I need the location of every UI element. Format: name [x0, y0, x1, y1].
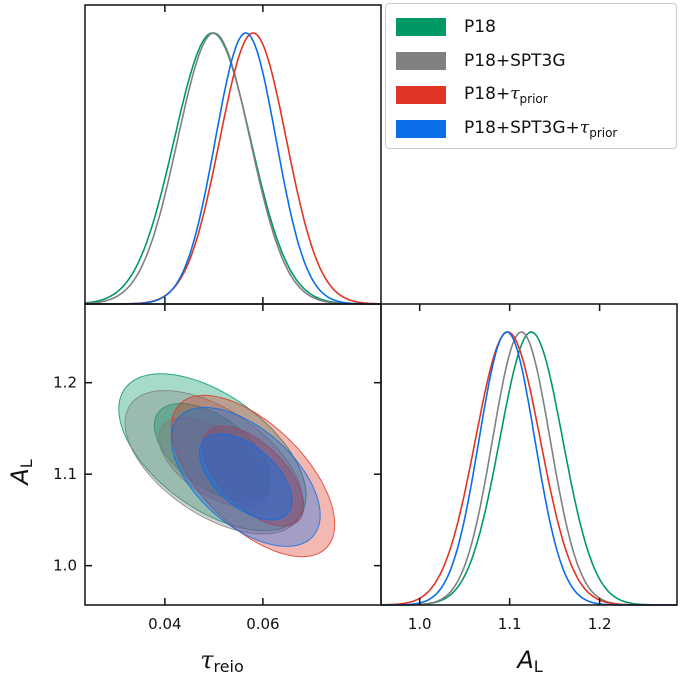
contour-95-2 [170, 394, 336, 558]
curve-tau-2 [85, 32, 381, 305]
legend-entry-p18-tau-prior: P18+τprior [396, 78, 676, 112]
panel-AL-1d: 1.0 1.1 1.2 [380, 303, 678, 633]
curve-tau-1 [84, 32, 381, 305]
y-tick-label: 1.2 [53, 374, 77, 392]
contour-68-3 [199, 433, 293, 521]
x-tick-label: 1.0 [408, 615, 432, 633]
panel-tau-1d [84, 4, 382, 305]
legend-entry-p18: P18 [396, 10, 676, 44]
x-axis-label-AL: AL [515, 646, 542, 676]
legend-label: P18 [464, 17, 496, 37]
curve-AL-1 [381, 331, 677, 606]
curve-tau-3 [85, 32, 381, 305]
panel-tau-AL-2d: 0.04 0.06 1.0 1.1 1.2 [53, 303, 382, 633]
legend-label: P18+τprior [464, 84, 548, 106]
curve-AL-0 [381, 331, 677, 606]
panel-frame [84, 4, 382, 305]
x-tick-label: 0.04 [148, 615, 181, 633]
legend-entry-p18-spt3g-tau-prior: P18+SPT3G+τprior [396, 112, 676, 146]
curve-AL-2 [380, 331, 677, 606]
contour-68-1 [158, 417, 270, 508]
x-axis-label-tau: τreio [200, 646, 244, 676]
contour-95-1 [124, 390, 304, 535]
x-tick-label: 0.06 [246, 615, 279, 633]
legend-entry-p18-spt3g: P18+SPT3G [396, 44, 676, 78]
legend-label: P18+SPT3G+τprior [464, 118, 618, 140]
y-tick-label: 1.1 [53, 465, 77, 483]
legend-swatch [396, 18, 446, 36]
x-tick-label: 1.1 [498, 615, 522, 633]
contour-95-0 [118, 373, 307, 532]
contour-68-2 [201, 425, 305, 527]
legend-swatch [396, 52, 446, 70]
curve-AL-3 [381, 331, 677, 606]
contour-95-3 [170, 406, 321, 547]
legend: P18 P18+SPT3G P18+τprior P18+SPT3G+τprio… [385, 3, 677, 149]
legend-label: P18+SPT3G [464, 51, 566, 71]
y-axis-label-AL: AL [6, 459, 36, 486]
legend-swatch [396, 120, 446, 138]
y-tick-label: 1.0 [53, 557, 77, 575]
panel-frame [380, 303, 678, 606]
legend-swatch [396, 86, 446, 104]
curve-tau-0 [84, 32, 381, 305]
x-tick-label: 1.2 [588, 615, 612, 633]
